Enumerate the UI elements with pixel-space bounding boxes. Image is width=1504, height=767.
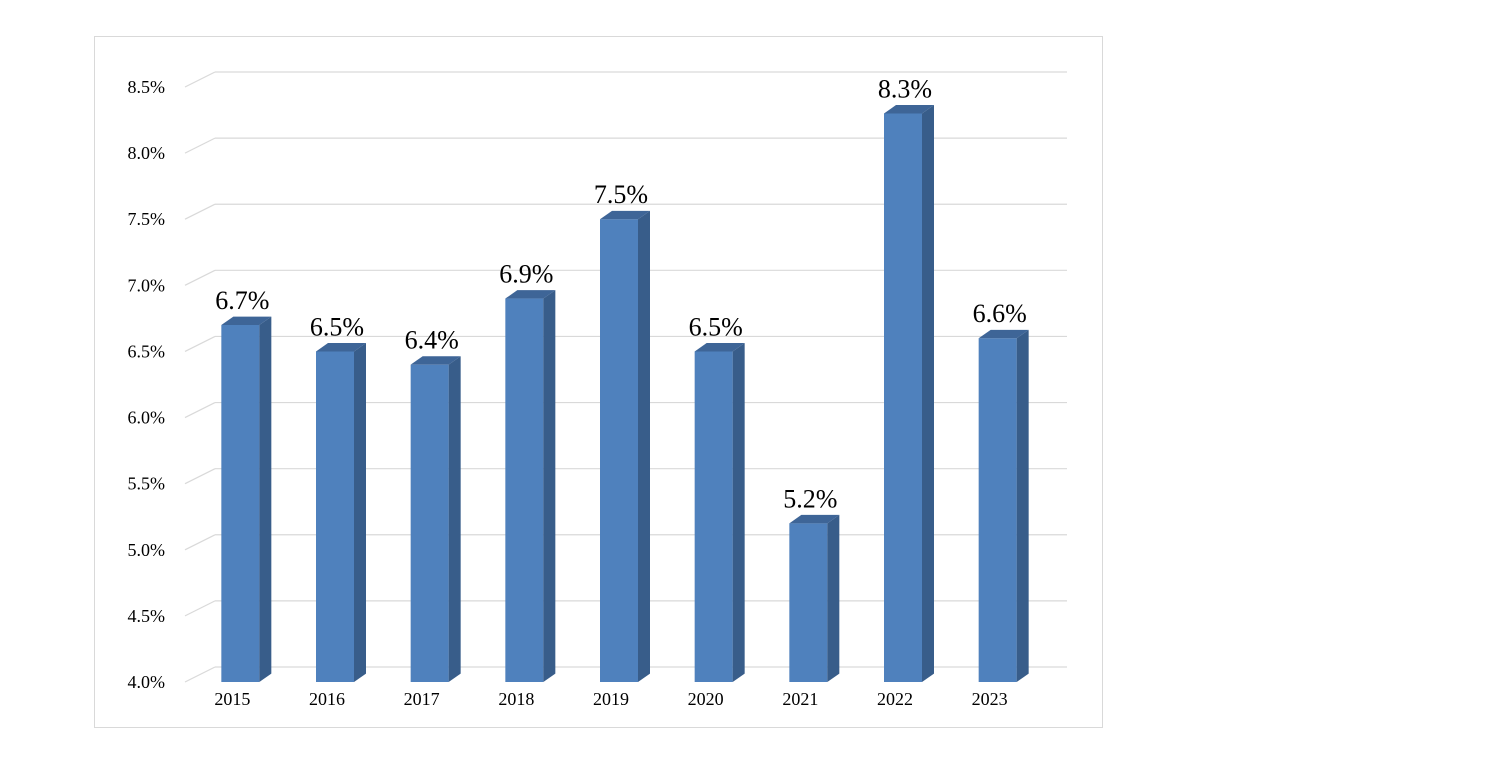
data-label: 6.5% xyxy=(689,312,743,341)
x-tick-label: 2019 xyxy=(593,689,629,709)
data-label: 8.3% xyxy=(878,74,932,103)
x-tick-label: 2016 xyxy=(309,689,345,709)
bar xyxy=(600,210,650,683)
y-tick-label: 6.0% xyxy=(128,408,166,428)
bar-top xyxy=(316,343,366,352)
gridline-depth xyxy=(184,137,216,154)
y-tick-label: 8.5% xyxy=(128,77,166,97)
data-label: 6.5% xyxy=(310,312,364,341)
gridline-depth xyxy=(184,335,216,352)
gridline-depth xyxy=(184,269,216,286)
bar-top xyxy=(789,514,840,524)
bar-side xyxy=(448,356,461,682)
bar-chart: 4.0% 4.5% 5.0% 5.5% 6.0% 6.5% 7.0% 7.5% 8.0% 8.5%… xyxy=(128,71,1067,709)
data-label: 6.4% xyxy=(405,326,459,355)
bar-side xyxy=(354,343,366,682)
bar xyxy=(694,343,745,682)
bar-top xyxy=(600,210,650,220)
gridline-depth xyxy=(184,468,216,485)
y-tick-label: 5.0% xyxy=(128,540,166,560)
bar xyxy=(978,329,1029,682)
bar-front xyxy=(978,338,1017,682)
bar-side xyxy=(543,290,556,682)
bar-front xyxy=(221,325,260,682)
bar-top xyxy=(978,329,1029,339)
bar-side xyxy=(1016,329,1029,682)
y-tick-label: 7.5% xyxy=(128,209,166,229)
data-label: 6.9% xyxy=(499,260,553,289)
data-label: 5.2% xyxy=(783,484,837,513)
bar xyxy=(884,105,934,683)
x-tick-label: 2015 xyxy=(214,689,250,709)
bar-front xyxy=(789,523,828,682)
gridline-depth xyxy=(184,71,216,88)
gridline-depth xyxy=(184,600,216,617)
gridline-depth xyxy=(184,534,216,551)
y-tick-label: 4.5% xyxy=(128,606,166,626)
y-tick-label: 8.0% xyxy=(128,143,166,163)
bar xyxy=(221,316,272,682)
gridline-depth xyxy=(184,402,216,419)
gridline-depth xyxy=(184,666,216,683)
bar-front xyxy=(694,351,733,682)
bar xyxy=(316,343,366,682)
bar-side xyxy=(638,210,650,683)
x-tick-label: 2021 xyxy=(782,689,818,709)
bar xyxy=(410,356,461,682)
y-tick-label: 4.0% xyxy=(128,672,166,692)
bar-top xyxy=(221,316,272,325)
bar xyxy=(505,290,556,682)
data-label: 7.5% xyxy=(594,180,648,209)
y-tick-label: 7.0% xyxy=(128,275,166,295)
x-tick-label: 2023 xyxy=(972,689,1008,709)
bar-front xyxy=(884,113,922,682)
x-tick-label: 2020 xyxy=(688,689,724,709)
bar-top xyxy=(505,290,556,299)
data-label: 6.6% xyxy=(973,299,1027,328)
bar-side xyxy=(922,105,934,683)
labels: 4.0% 4.5% 5.0% 5.5% 6.0% 6.5% 7.0% 7.5% 8.0% 8.5%… xyxy=(128,74,1027,709)
bars xyxy=(221,105,1029,683)
bar-top xyxy=(410,356,461,365)
x-tick-label: 2022 xyxy=(877,689,913,709)
bar-side xyxy=(732,343,745,682)
data-label: 6.7% xyxy=(215,286,269,315)
bar-front xyxy=(316,351,354,682)
x-tick-label: 2017 xyxy=(404,689,440,709)
bar-top xyxy=(884,105,934,114)
bar xyxy=(789,514,840,682)
y-tick-label: 5.5% xyxy=(128,474,166,494)
bar-front xyxy=(600,219,638,682)
bar-side xyxy=(259,316,272,682)
bar-front xyxy=(505,298,544,682)
y-tick-label: 6.5% xyxy=(128,341,166,361)
bar-front xyxy=(410,364,449,682)
bar-top xyxy=(694,343,745,352)
chart-frame: 4.0% 4.5% 5.0% 5.5% 6.0% 6.5% 7.0% 7.5% 8.0% 8.5%… xyxy=(94,36,1103,728)
gridline-depth xyxy=(184,203,216,220)
bar-side xyxy=(827,514,840,682)
x-tick-label: 2018 xyxy=(498,689,534,709)
